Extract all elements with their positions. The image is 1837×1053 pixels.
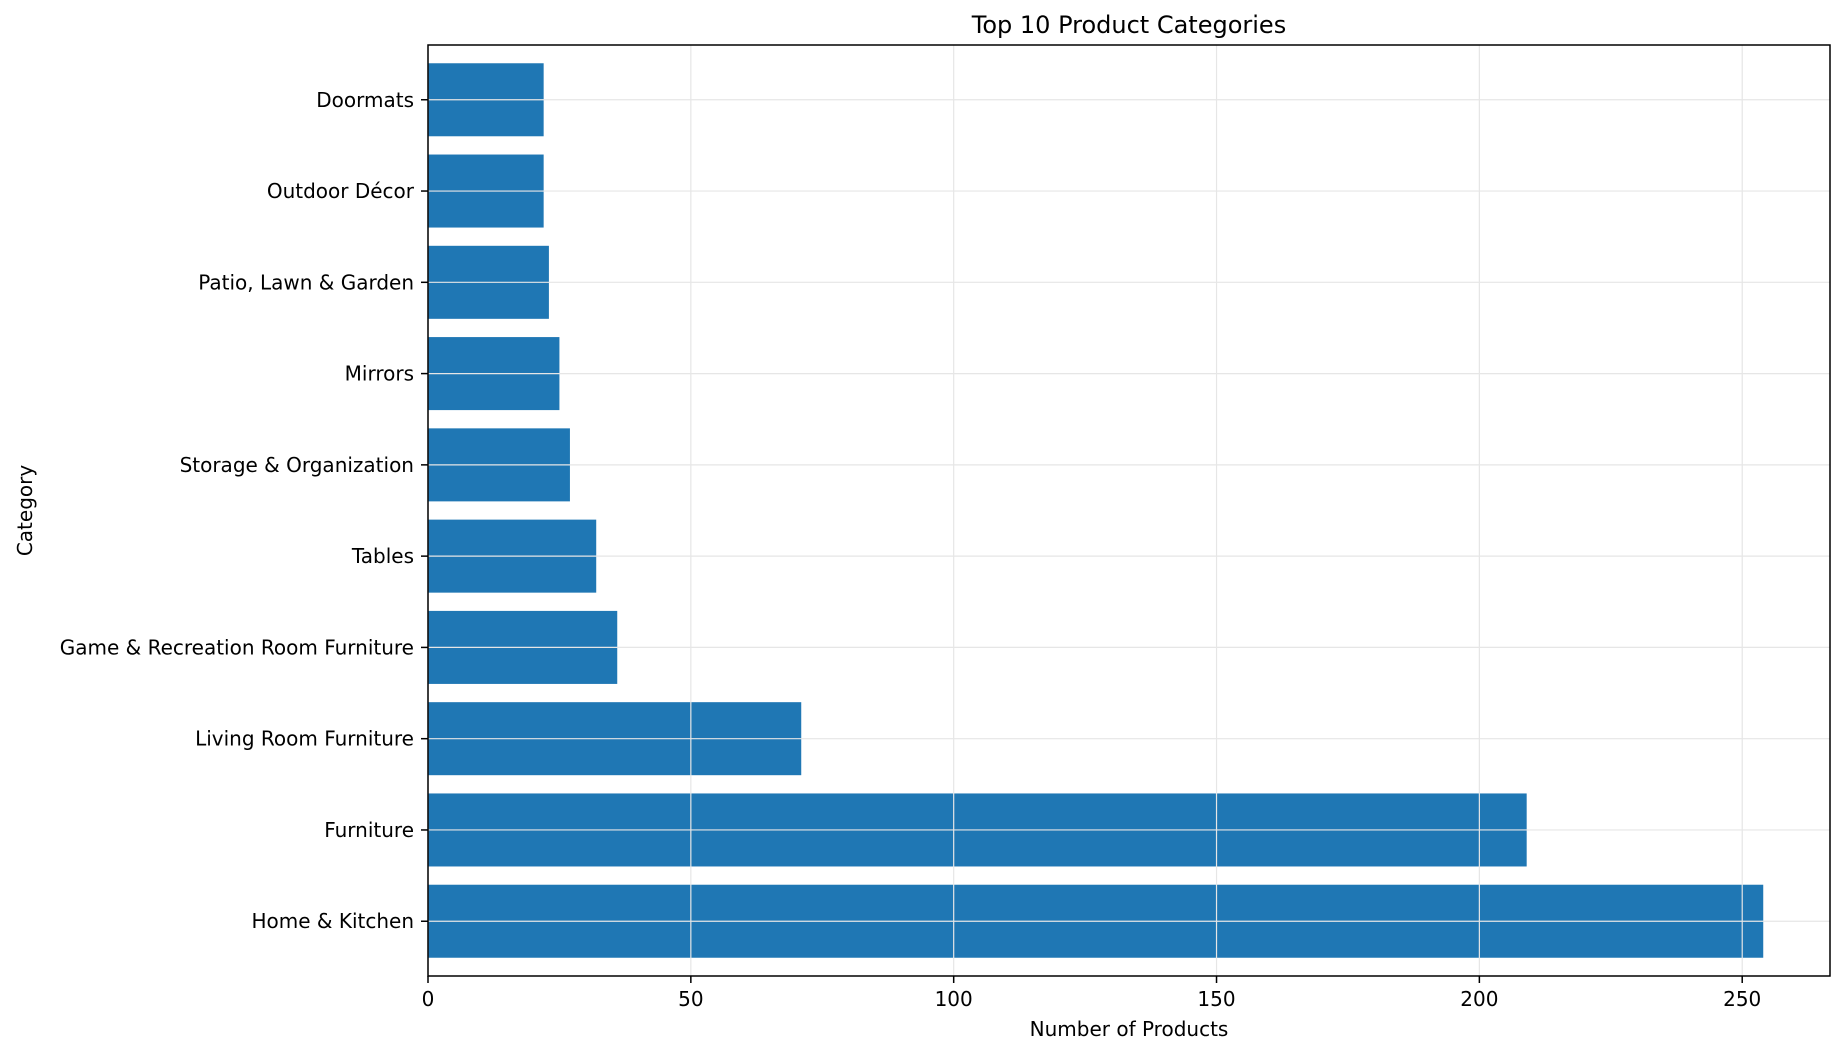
x-tick-label: 150 [1197,987,1235,1011]
x-tick-label: 0 [422,987,435,1011]
bars-layer [428,63,1764,958]
y-tick-label: Furniture [324,818,414,842]
x-axis-ticks: 0 50 100 150 200 250 [422,976,1761,1011]
y-tick-label: Outdoor Décor [267,179,415,203]
y-tick-label: Tables [351,544,414,568]
y-axis-label: Category [13,465,37,557]
y-tick-label: Mirrors [345,362,414,386]
y-tick-label: Patio, Lawn & Garden [198,270,414,294]
y-tick-label: Home & Kitchen [251,909,414,933]
y-tick-label: Doormats [316,88,414,112]
y-tick-label: Storage & Organization [180,453,414,477]
x-tick-label: 100 [935,987,973,1011]
x-axis-label: Number of Products [1030,1017,1229,1041]
x-tick-label: 50 [678,987,703,1011]
y-tick-label: Living Room Furniture [195,727,414,751]
chart-title: Top 10 Product Categories [971,11,1286,39]
y-axis-ticks: Home & Kitchen Furniture Living Room Furni… [60,88,428,933]
plot-frame [427,44,1831,977]
x-tick-label: 250 [1723,987,1761,1011]
x-tick-label: 200 [1460,987,1498,1011]
y-tick-label: Game & Recreation Room Furniture [60,635,414,659]
